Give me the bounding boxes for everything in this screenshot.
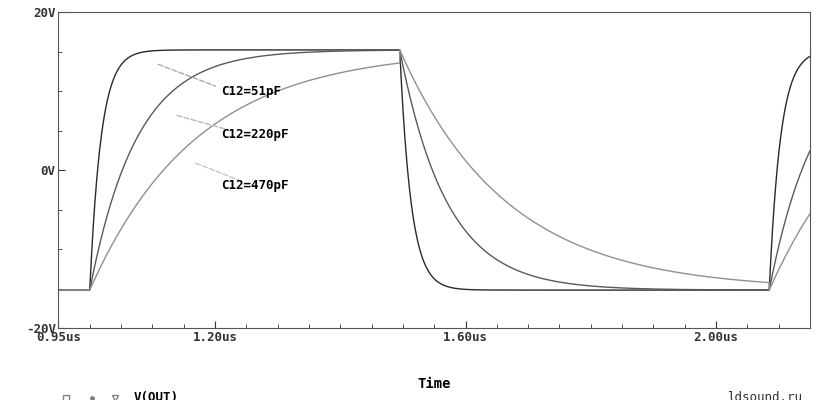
Text: V(OUT): V(OUT) [134, 391, 179, 400]
Text: ldsound.ru: ldsound.ru [727, 391, 802, 400]
Text: C12=51pF: C12=51pF [221, 84, 281, 98]
Text: C12=220pF: C12=220pF [221, 128, 289, 141]
Text: C12=470pF: C12=470pF [221, 179, 289, 192]
Text: Time: Time [418, 377, 451, 391]
